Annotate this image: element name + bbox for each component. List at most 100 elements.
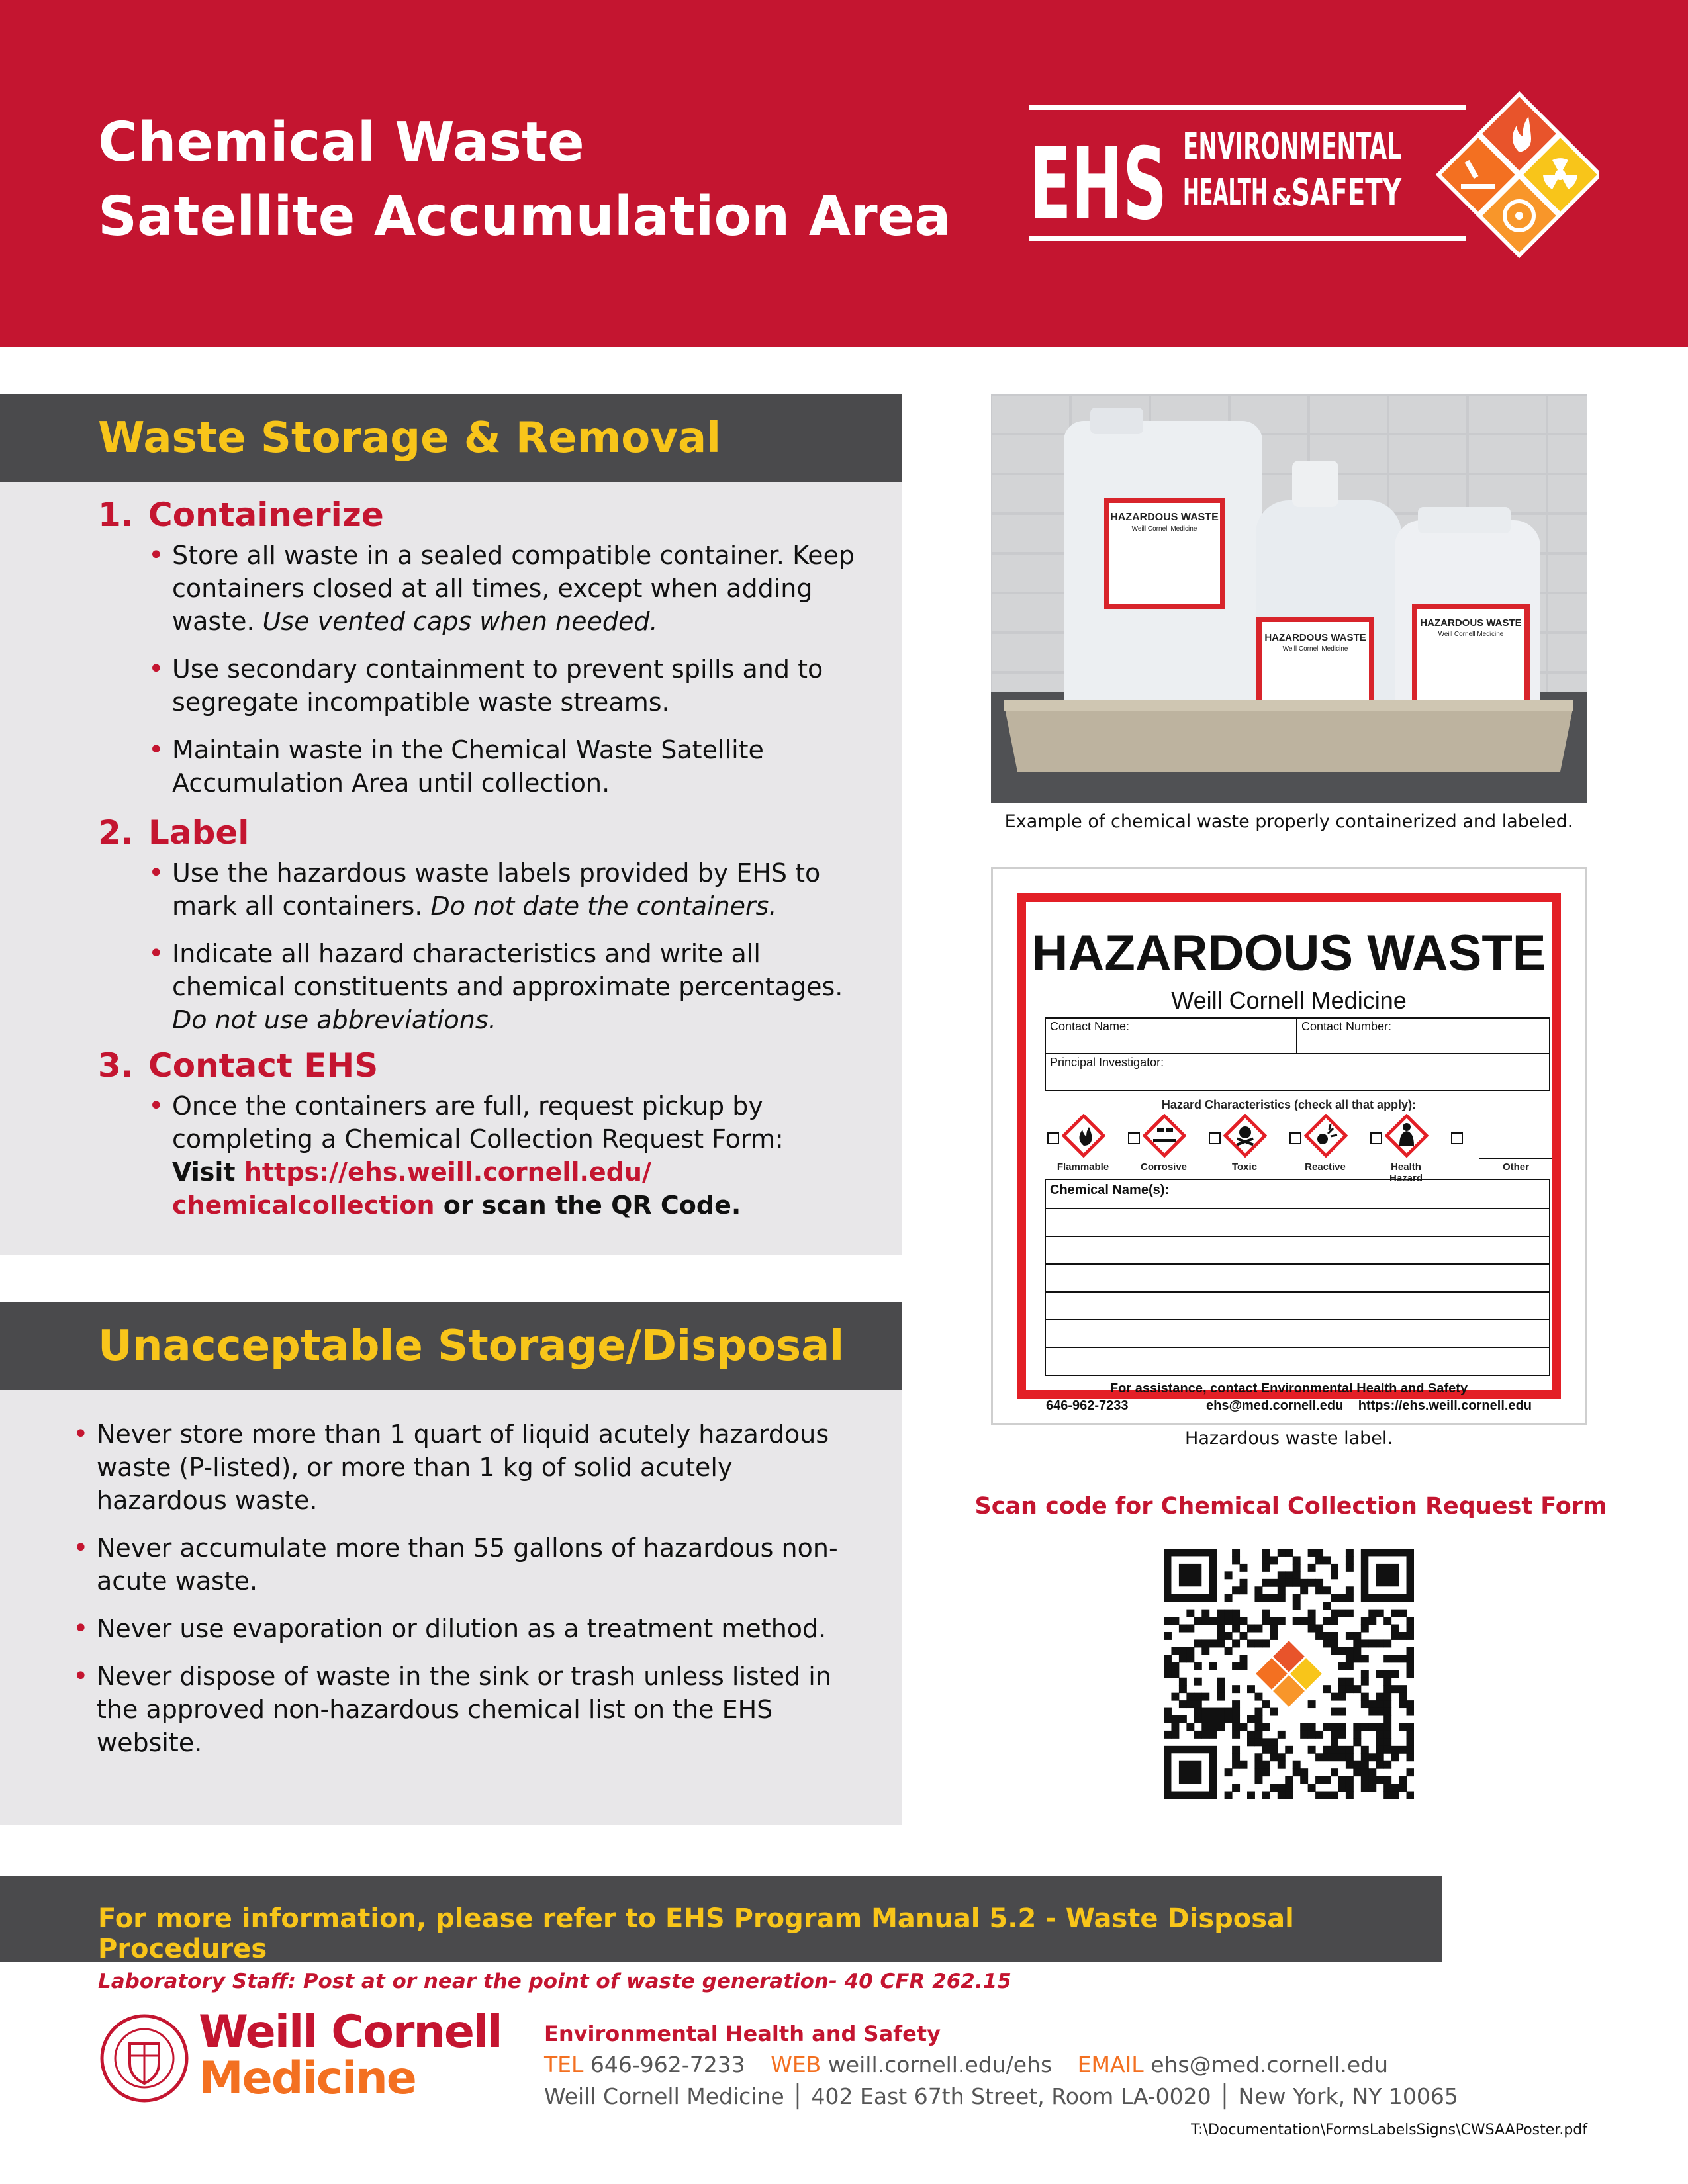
- footer-contacts: TEL 646-962-7233 WEB weill.cornell.edu/e…: [544, 2052, 1388, 2077]
- logo-frame-top: [1029, 105, 1466, 110]
- qr-caption: Scan code for Chemical Collection Reques…: [974, 1493, 1607, 1520]
- bullet-visit: Visit: [172, 1158, 244, 1187]
- step-title-1: 1. Containerize: [98, 495, 866, 535]
- line: [1046, 1347, 1549, 1348]
- file-path: T:\Documentation\FormsLabelsSigns\CWSAAP…: [1191, 2122, 1587, 2138]
- wcm-wordmark: Weill Cornell Medicine: [199, 2009, 503, 2105]
- title-line-2: Satellite Accumulation Area: [98, 185, 951, 248]
- bullet-tail: or scan the QR Code.: [434, 1191, 741, 1220]
- line: [1046, 1291, 1549, 1293]
- container-label-title: HAZARDOUS WASTE: [1110, 512, 1219, 523]
- storage-heading: Waste Storage & Removal: [98, 414, 722, 463]
- collection-link[interactable]: https://ehs.weill.cornell.edu/ chemicalc…: [172, 1158, 651, 1220]
- post-note: Laboratory Staff: Post at or near the po…: [98, 1970, 1011, 1993]
- container-label-sub: Weill Cornell Medicine: [1438, 631, 1504, 638]
- corrosive-drop: [1464, 159, 1479, 179]
- chemical-names-label: Chemical Name(s):: [1050, 1183, 1170, 1197]
- footer-web[interactable]: weill.cornell.edu/ehs: [827, 2052, 1053, 2077]
- footer-address: Weill Cornell Medicine │ 402 East 67th S…: [544, 2083, 1458, 2109]
- logo-line-3: SAFETY: [1291, 171, 1402, 214]
- hazard-flammable: Flammable: [1056, 1161, 1109, 1173]
- container-label: [1104, 498, 1225, 609]
- line: [1046, 1319, 1549, 1320]
- unacceptable-heading: Unacceptable Storage/Disposal: [98, 1322, 845, 1371]
- logo-frame-bottom: [1029, 236, 1466, 241]
- wcm-seal-icon: [100, 2014, 189, 2103]
- line: [1046, 1208, 1549, 1209]
- qr-code[interactable]: [1164, 1549, 1414, 1799]
- bullet-text: Store all waste in a sealed compatible c…: [172, 541, 855, 636]
- header-banner: [0, 0, 1688, 347]
- page-title: Chemical Waste Satellite Accumulation Ar…: [98, 106, 959, 254]
- logo-line-1: ENVIRONMENTAL: [1183, 125, 1401, 168]
- example-photo: HAZARDOUS WASTE Weill Cornell Medicine H…: [991, 394, 1587, 803]
- radiation-glyph: [1543, 158, 1577, 189]
- hazardous-waste-label: HAZARDOUS WASTE Weill Cornell Medicine C…: [991, 867, 1587, 1425]
- tel-label: TEL: [544, 2052, 584, 2077]
- list-item: Use the hazardous waste labels provided …: [148, 856, 866, 923]
- info-text: For more information, please refer to EH…: [98, 1903, 1294, 1964]
- step-3-bullets: Once the containers are full, request pi…: [148, 1089, 810, 1222]
- corrosive-glyph: [1461, 184, 1495, 189]
- jug-cap: [1090, 408, 1143, 434]
- ehs-logo: EHS ENVIRONMENTAL HEALTH & SAFETY: [1029, 91, 1599, 259]
- unacceptable-list: Never store more than 1 quart of liquid …: [73, 1418, 847, 1774]
- label-phone: 646-962-7233: [1046, 1398, 1129, 1413]
- contact-name-field: Contact Name:: [1045, 1017, 1297, 1054]
- list-item: Store all waste in a sealed compatible c…: [148, 539, 866, 638]
- list-item: Never dispose of waste in the sink or tr…: [73, 1660, 847, 1759]
- hazard-diamonds: [1435, 91, 1599, 259]
- info-bar: For more information, please refer to EH…: [0, 1876, 1442, 1964]
- corrosive-icon: [1143, 1114, 1186, 1158]
- wcm-line-2: Medicine: [199, 2052, 417, 2105]
- title-line-1: Chemical Waste: [98, 111, 585, 174]
- step-label-2: Label: [148, 813, 250, 852]
- label-assist: For assistance, contact Environmental He…: [1109, 1381, 1468, 1396]
- list-item: Never store more than 1 quart of liquid …: [73, 1418, 847, 1517]
- container-label-sub: Weill Cornell Medicine: [1283, 645, 1348, 653]
- unacceptable-header: Unacceptable Storage/Disposal: [0, 1302, 902, 1390]
- chemical-names-field: Chemical Name(s):: [1045, 1179, 1550, 1376]
- step-number-1: 1.: [98, 496, 134, 534]
- container-label-title: HAZARDOUS WASTE: [1420, 617, 1521, 629]
- jar-lid: [1418, 507, 1511, 533]
- label-title: HAZARDOUS WASTE: [1031, 925, 1546, 981]
- checkbox: [1370, 1132, 1382, 1144]
- secondary-containment-tray: [1004, 705, 1573, 772]
- web-label: WEB: [771, 2052, 821, 2077]
- step-number-3: 3.: [98, 1046, 134, 1085]
- footer-email[interactable]: ehs@med.cornell.edu: [1150, 2052, 1389, 2077]
- photo-caption: Example of chemical waste properly conta…: [1004, 811, 1573, 832]
- contact-number-field: Contact Number:: [1296, 1017, 1550, 1054]
- list-item: Never use evaporation or dilution as a t…: [73, 1612, 847, 1645]
- storage-header: Waste Storage & Removal: [0, 394, 902, 482]
- biohazard-center: [1515, 212, 1523, 220]
- footer-tel[interactable]: 646-962-7233: [590, 2052, 745, 2077]
- step-label-3: Contact EHS: [148, 1046, 379, 1085]
- health-hazard-icon: [1385, 1114, 1429, 1158]
- hazard-health: Health Hazard: [1389, 1161, 1423, 1184]
- checkbox: [1289, 1132, 1301, 1144]
- email-label: EMAIL: [1077, 2052, 1144, 2077]
- bullet-italic: Do not date the containers.: [430, 891, 777, 921]
- bullet-text: Indicate all hazard characteristics and …: [172, 939, 843, 1001]
- step-title-3: 3. Contact EHS: [98, 1046, 866, 1085]
- biohazard-glyph: [1503, 199, 1536, 232]
- step-number-2: 2.: [98, 813, 134, 852]
- label-subtitle: Weill Cornell Medicine: [1171, 987, 1407, 1014]
- bullet-text: Use secondary containment to prevent spi…: [172, 655, 823, 717]
- tray-rim: [1004, 700, 1573, 711]
- line: [1046, 1263, 1549, 1265]
- footer-dept: Environmental Health and Safety: [544, 2021, 941, 2046]
- label-caption: Hazardous waste label.: [1185, 1428, 1393, 1449]
- hazard-reactive: Reactive: [1305, 1161, 1346, 1173]
- list-item: Indicate all hazard characteristics and …: [148, 937, 866, 1036]
- pi-field: Principal Investigator:: [1045, 1053, 1550, 1091]
- bullet-italic: Do not use abbreviations.: [172, 1005, 496, 1034]
- label-web: https://ehs.weill.cornell.edu: [1358, 1398, 1532, 1413]
- step-1-bullets: Store all waste in a sealed compatible c…: [148, 539, 866, 799]
- other-line: [1479, 1158, 1552, 1159]
- hazard-other: Other: [1502, 1161, 1529, 1173]
- list-item: Never accumulate more than 55 gallons of…: [73, 1531, 847, 1598]
- checkbox: [1451, 1132, 1463, 1144]
